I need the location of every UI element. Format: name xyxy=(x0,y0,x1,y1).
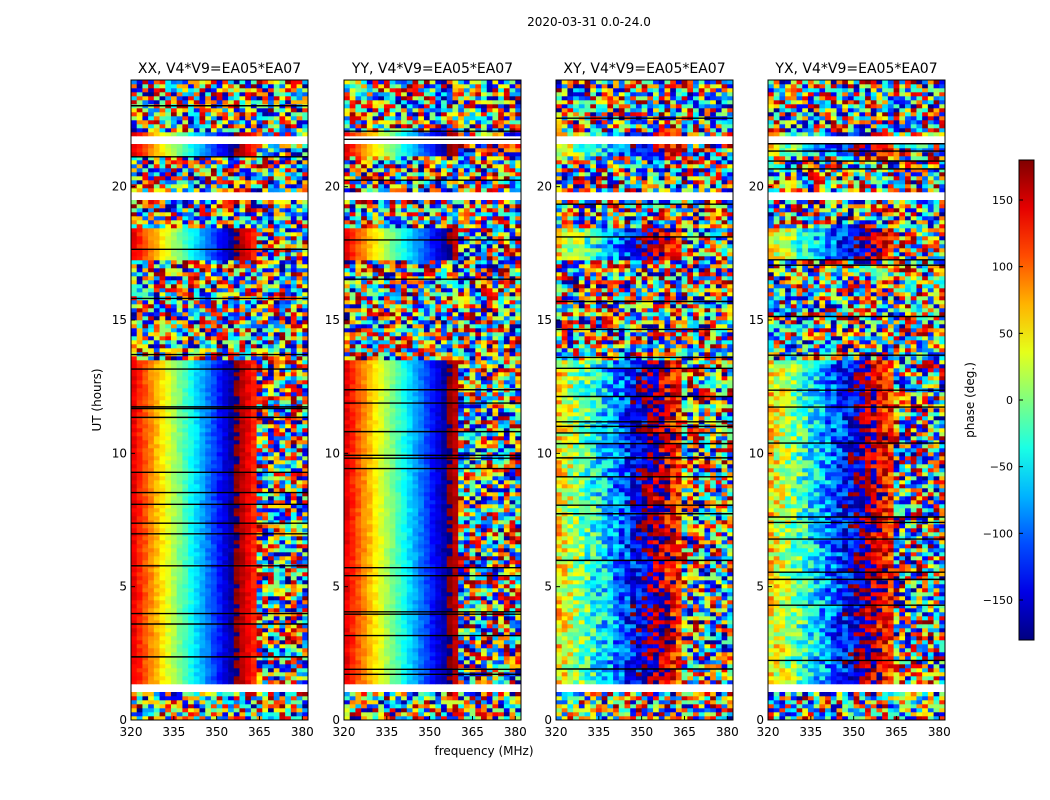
y-tick-label: 0 xyxy=(332,713,340,727)
colorbar-tick-label: −150 xyxy=(983,594,1013,607)
colorbar-tick-label: 150 xyxy=(992,194,1013,207)
phase-heatmap xyxy=(131,80,308,720)
y-tick-label: 5 xyxy=(119,580,127,594)
y-tick-label: 20 xyxy=(749,180,764,194)
x-tick-label: 350 xyxy=(418,725,441,739)
x-tick-label: 365 xyxy=(248,725,271,739)
y-tick-label: 10 xyxy=(112,446,127,460)
colorbar-label: phase (deg.) xyxy=(963,362,977,438)
x-tick-label: 380 xyxy=(291,725,314,739)
x-tick-label: 365 xyxy=(885,725,908,739)
colorbar: −150 −100 −50 0 50 100 150 phase (deg.) xyxy=(963,159,1035,641)
y-tick-label: 10 xyxy=(749,446,764,460)
y-tick-label: 15 xyxy=(325,313,340,327)
x-tick-label: 335 xyxy=(799,725,822,739)
panel-frame xyxy=(767,79,946,721)
panel-title: YY, V4*V9=EA05*EA07 xyxy=(351,61,513,77)
x-tick-label: 350 xyxy=(842,725,865,739)
colorbar-tick-label: −100 xyxy=(983,527,1013,540)
panel-frame xyxy=(555,79,734,721)
x-tick-label: 320 xyxy=(120,725,143,739)
y-tick-label: 0 xyxy=(756,713,764,727)
x-axis-label: frequency (MHz) xyxy=(434,744,533,758)
colorbar-tick-label: −50 xyxy=(990,461,1013,474)
y-axis-label: UT (hours) xyxy=(90,368,104,431)
x-tick-label: 350 xyxy=(205,725,228,739)
y-tick-label: 5 xyxy=(756,580,764,594)
y-tick-label: 10 xyxy=(537,446,552,460)
x-tick-label: 320 xyxy=(333,725,356,739)
colorbar-tick-label: 100 xyxy=(992,261,1013,274)
x-tick-label: 320 xyxy=(757,725,780,739)
x-tick-label: 365 xyxy=(461,725,484,739)
x-tick-label: 320 xyxy=(545,725,568,739)
panel-yx: YX, V4*V9=EA05*EA07 320 335 350 365 380 0 5 10 15… xyxy=(749,61,951,739)
x-tick-label: 350 xyxy=(630,725,653,739)
y-tick-label: 20 xyxy=(325,180,340,194)
panel-frame xyxy=(343,79,522,721)
panel-xx: XX, V4*V9=EA05*EA07 320 335 350 365 380 0 5 10 15… xyxy=(112,61,314,739)
y-tick-label: 15 xyxy=(749,313,764,327)
y-tick-label: 0 xyxy=(119,713,127,727)
y-tick-label: 0 xyxy=(544,713,552,727)
colorbar-tick-label: 50 xyxy=(999,327,1013,340)
phase-heatmap xyxy=(556,80,733,720)
panel-frame xyxy=(130,79,309,721)
phase-heatmap xyxy=(768,80,945,720)
x-tick-label: 335 xyxy=(162,725,185,739)
y-tick-label: 20 xyxy=(112,180,127,194)
y-tick-label: 15 xyxy=(112,313,127,327)
figure-suptitle: 2020-03-31 0.0-24.0 xyxy=(527,15,651,29)
x-tick-label: 365 xyxy=(673,725,696,739)
x-tick-label: 380 xyxy=(928,725,951,739)
y-tick-label: 5 xyxy=(544,580,552,594)
panel-title: XY, V4*V9=EA05*EA07 xyxy=(563,61,725,77)
colorbar-tick-label: 0 xyxy=(1006,394,1013,407)
y-tick-label: 10 xyxy=(325,446,340,460)
x-tick-label: 335 xyxy=(375,725,398,739)
phase-heatmap xyxy=(344,80,521,720)
y-tick-label: 5 xyxy=(332,580,340,594)
x-tick-label: 335 xyxy=(587,725,610,739)
panel-title: XX, V4*V9=EA05*EA07 xyxy=(138,61,301,77)
panel-yy: YY, V4*V9=EA05*EA07 320 335 350 365 380 0 5 10 15… xyxy=(325,61,527,739)
y-tick-label: 20 xyxy=(537,180,552,194)
x-tick-label: 380 xyxy=(716,725,739,739)
panel-title: YX, V4*V9=EA05*EA07 xyxy=(774,61,937,77)
x-tick-label: 380 xyxy=(504,725,527,739)
panel-xy: XY, V4*V9=EA05*EA07 320 335 350 365 380 0 5 10 15… xyxy=(537,61,739,739)
panels-group: XX, V4*V9=EA05*EA07 320 335 350 365 380 0 5 10 15… xyxy=(112,61,951,739)
y-tick-label: 15 xyxy=(537,313,552,327)
